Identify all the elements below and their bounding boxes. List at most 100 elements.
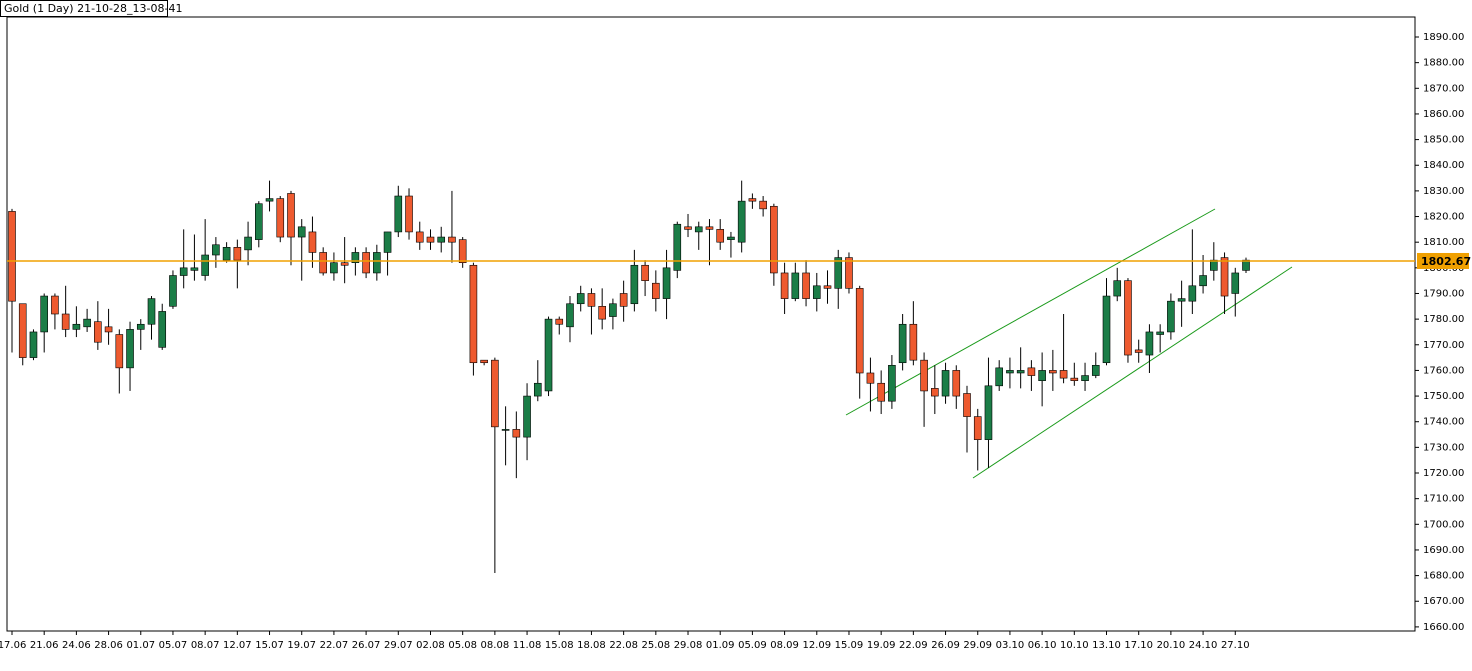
- candle-body: [1156, 331, 1164, 335]
- candle-body: [576, 293, 585, 305]
- x-tick-label: 26.07: [352, 640, 381, 651]
- candle-body: [716, 229, 725, 243]
- candle-body: [834, 257, 843, 289]
- candle-body: [641, 264, 649, 281]
- candle-body: [115, 334, 124, 369]
- candle-body: [437, 236, 446, 243]
- candle-body: [104, 326, 113, 333]
- x-tick-label: 19.09: [867, 640, 896, 651]
- candle-body: [222, 247, 231, 261]
- x-tick-label: 29.07: [384, 640, 413, 651]
- y-tick-label: 1770.00: [1423, 340, 1464, 351]
- candle-body: [415, 231, 424, 243]
- candle-body: [662, 267, 671, 299]
- candle-body: [40, 295, 48, 333]
- candle-body: [737, 200, 746, 243]
- candle-body: [920, 359, 928, 392]
- candle-body: [265, 198, 274, 202]
- y-tick-label: 1810.00: [1423, 237, 1464, 248]
- x-tick-label: 15.08: [545, 640, 574, 651]
- candle-body: [587, 293, 596, 307]
- candle-body: [598, 306, 606, 320]
- x-tick-label: 08.09: [770, 640, 799, 651]
- candle-body: [383, 231, 392, 253]
- candle-body: [727, 236, 735, 240]
- candle-body: [136, 323, 145, 330]
- candle-body: [426, 236, 435, 243]
- candle-body: [72, 323, 81, 330]
- x-tick-label: 21.06: [30, 640, 59, 651]
- chart-title: Gold (1 Day) 21-10-28_13-08-41: [4, 2, 182, 15]
- x-tick-label: 05.09: [738, 640, 767, 651]
- y-tick-label: 1830.00: [1423, 186, 1464, 197]
- candle-body: [1242, 259, 1250, 271]
- current-price-tag: [1417, 252, 1469, 269]
- candle-body: [1167, 300, 1175, 333]
- candle-body: [1091, 364, 1100, 376]
- x-tick-label: 15.09: [835, 640, 864, 651]
- candle-body: [190, 267, 199, 271]
- x-tick-label: 12.07: [223, 640, 252, 651]
- candle-body: [212, 244, 220, 256]
- candle-body: [1049, 370, 1057, 374]
- candle-body: [877, 382, 885, 402]
- candle-body: [898, 323, 907, 364]
- candle-body: [909, 323, 918, 361]
- candle-body: [1038, 370, 1046, 381]
- candle-body: [995, 367, 1004, 387]
- candle-body: [1231, 272, 1240, 294]
- x-tick-label: 05.07: [159, 640, 188, 651]
- candle-body: [287, 193, 295, 238]
- x-tick-label: 22.08: [609, 640, 638, 651]
- candle-body: [340, 262, 349, 266]
- candle-body: [1124, 280, 1132, 356]
- y-tick-label: 1780.00: [1423, 314, 1464, 325]
- candle-body: [1134, 349, 1143, 353]
- candle-body: [297, 226, 306, 238]
- candle-body: [244, 236, 252, 251]
- candle-body: [51, 295, 59, 315]
- candle-body: [855, 288, 864, 374]
- x-tick-label: 26.09: [931, 640, 960, 651]
- y-tick-label: 1670.00: [1423, 596, 1464, 607]
- x-tick-label: 08.07: [191, 640, 220, 651]
- candle-body: [619, 293, 628, 307]
- x-tick-label: 02.08: [416, 640, 445, 651]
- candle-body: [319, 252, 327, 274]
- x-tick-label: 08.08: [481, 640, 510, 651]
- candle-body: [308, 231, 317, 253]
- candle-body: [458, 239, 467, 264]
- candle-body: [759, 200, 767, 210]
- candle-body: [544, 318, 553, 392]
- candle-body: [1059, 370, 1068, 379]
- candle-body: [501, 429, 510, 431]
- candle-body: [705, 226, 714, 230]
- y-tick-label: 1660.00: [1423, 622, 1464, 633]
- x-tick-label: 24.10: [1189, 640, 1218, 651]
- x-tick-label: 20.10: [1157, 640, 1186, 651]
- y-tick-label: 1860.00: [1423, 109, 1464, 120]
- candle-body: [330, 262, 338, 274]
- x-tick-label: 13.10: [1092, 640, 1121, 651]
- candle-body: [8, 211, 16, 302]
- candle-body: [1145, 331, 1154, 356]
- trend-line-upper: [845, 208, 1216, 416]
- candle-body: [845, 257, 853, 289]
- candle-body: [1199, 275, 1207, 287]
- candle-body: [973, 416, 982, 440]
- candle-body: [984, 385, 993, 440]
- candle-body: [255, 203, 263, 240]
- y-tick-label: 1880.00: [1423, 58, 1464, 69]
- candle-body: [791, 272, 800, 299]
- candle-body: [523, 395, 531, 438]
- candle-body: [448, 236, 456, 243]
- x-tick-label: 29.08: [674, 640, 703, 651]
- x-tick-label: 29.09: [963, 640, 992, 651]
- candle-body: [491, 359, 499, 428]
- candle-body: [83, 318, 91, 328]
- candle-body: [480, 359, 488, 364]
- x-tick-label: 17.10: [1124, 640, 1153, 651]
- x-tick-label: 17.06: [0, 640, 26, 651]
- x-tick-label: 22.09: [899, 640, 928, 651]
